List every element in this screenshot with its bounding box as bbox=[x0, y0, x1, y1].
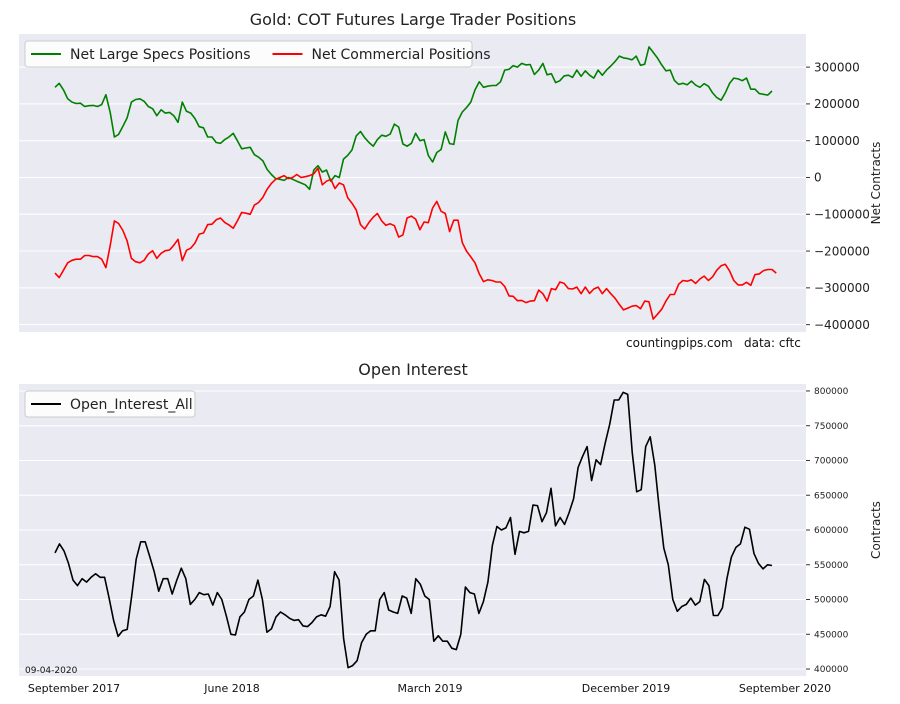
site-credit: countingpips.com bbox=[626, 336, 733, 350]
legend-label: Open_Interest_All bbox=[70, 397, 193, 413]
plot-area bbox=[19, 34, 806, 332]
y-tick-label: 550000 bbox=[814, 561, 849, 571]
y-tick-label: 800000 bbox=[814, 387, 849, 397]
x-tick-label: March 2019 bbox=[397, 682, 462, 695]
y-tick-label: 300000 bbox=[814, 60, 860, 74]
x-tick-label: December 2019 bbox=[582, 682, 671, 695]
series-line-1 bbox=[54, 46, 773, 191]
chart-title-open-interest: Open Interest bbox=[358, 360, 468, 379]
y-tick-label: 100000 bbox=[814, 134, 860, 148]
y-axis-label: Contracts bbox=[869, 501, 883, 559]
y-tick-label: 400000 bbox=[814, 665, 849, 675]
y-tick-label: 200000 bbox=[814, 97, 860, 111]
x-tick-label: June 2018 bbox=[203, 682, 259, 695]
x-tick-label: September 2017 bbox=[28, 682, 120, 695]
y-tick-label: −100000 bbox=[814, 207, 870, 221]
y-tick-label: 0 bbox=[814, 171, 822, 185]
data-source-credit: data: cftc bbox=[744, 336, 801, 350]
legend-box bbox=[24, 40, 473, 68]
y-axis-label: Net Contracts bbox=[869, 142, 883, 225]
y-tick-label: −200000 bbox=[814, 244, 870, 258]
legend-label: Net Large Specs Positions bbox=[70, 47, 251, 63]
y-tick-label: 750000 bbox=[814, 422, 849, 432]
y-tick-label: −400000 bbox=[814, 318, 870, 332]
legend-label: Net Commercial Positions bbox=[312, 47, 491, 63]
y-tick-label: 700000 bbox=[814, 457, 849, 467]
series-line-2 bbox=[54, 167, 777, 320]
series-line-1 bbox=[54, 391, 773, 669]
x-tick-label: September 2020 bbox=[739, 682, 831, 695]
legend-box bbox=[24, 390, 196, 418]
y-tick-label: 500000 bbox=[814, 596, 849, 606]
y-tick-label: 450000 bbox=[814, 630, 849, 640]
chart-title-positions: Gold: COT Futures Large Trader Positions bbox=[249, 10, 577, 29]
date-stamp: 09-04-2020 bbox=[25, 666, 78, 676]
y-tick-label: 600000 bbox=[814, 526, 849, 536]
y-tick-label: −300000 bbox=[814, 281, 870, 295]
y-tick-label: 650000 bbox=[814, 491, 849, 501]
